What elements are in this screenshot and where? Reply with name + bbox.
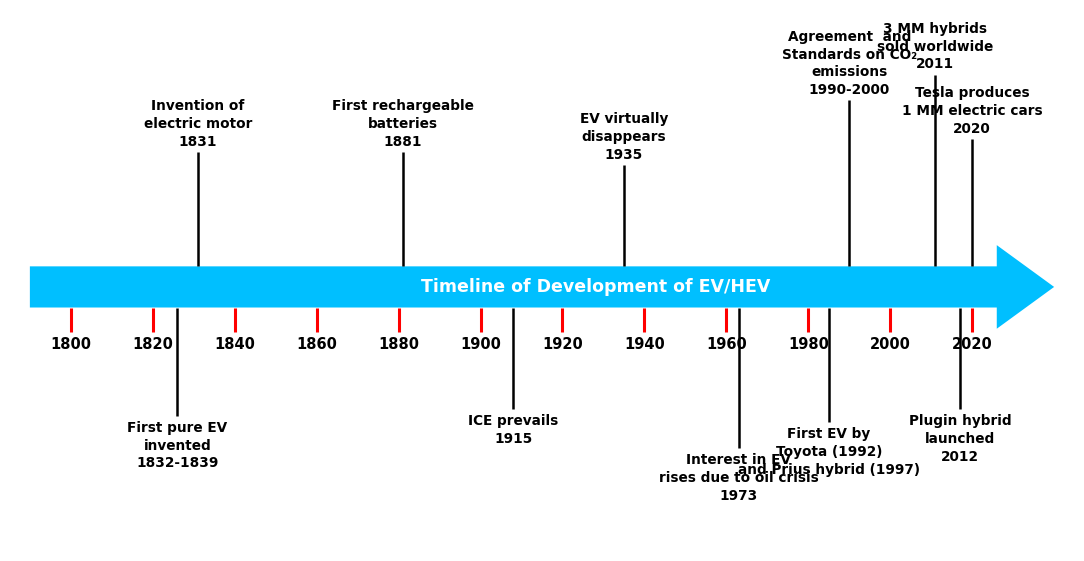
Text: Plugin hybrid
launched
2012: Plugin hybrid launched 2012 bbox=[908, 414, 1011, 464]
Text: 1820: 1820 bbox=[132, 337, 173, 352]
Text: 1920: 1920 bbox=[542, 337, 583, 352]
Text: First EV by
Toyota (1992)
and Prius hybrid (1997): First EV by Toyota (1992) and Prius hybr… bbox=[738, 427, 920, 477]
Text: 1840: 1840 bbox=[215, 337, 255, 352]
Text: First pure EV
invented
1832-1839: First pure EV invented 1832-1839 bbox=[127, 421, 228, 470]
Text: 1900: 1900 bbox=[460, 337, 501, 352]
Text: 3 MM hybrids
sold worldwide
2011: 3 MM hybrids sold worldwide 2011 bbox=[877, 22, 993, 71]
Text: 2000: 2000 bbox=[869, 337, 911, 352]
Polygon shape bbox=[30, 245, 1054, 329]
Text: 1860: 1860 bbox=[296, 337, 337, 352]
Text: Interest in EV
rises due to oil crisis
1973: Interest in EV rises due to oil crisis 1… bbox=[659, 453, 818, 503]
Text: ICE prevails
1915: ICE prevails 1915 bbox=[468, 414, 558, 446]
Text: 1980: 1980 bbox=[788, 337, 829, 352]
Text: 2020: 2020 bbox=[952, 337, 993, 352]
Text: First rechargeable
batteries
1881: First rechargeable batteries 1881 bbox=[332, 99, 474, 149]
Text: 1940: 1940 bbox=[624, 337, 664, 352]
Text: 1800: 1800 bbox=[50, 337, 91, 352]
Text: Agreement  and
Standards on CO₂
emissions
1990-2000: Agreement and Standards on CO₂ emissions… bbox=[782, 30, 917, 97]
Text: 1880: 1880 bbox=[378, 337, 420, 352]
Text: Invention of
electric motor
1831: Invention of electric motor 1831 bbox=[144, 99, 253, 149]
Text: 1960: 1960 bbox=[706, 337, 747, 352]
Text: Timeline of Development of EV/HEV: Timeline of Development of EV/HEV bbox=[421, 278, 770, 296]
Text: EV virtually
disappears
1935: EV virtually disappears 1935 bbox=[580, 112, 668, 162]
Text: Tesla produces
1 MM electric cars
2020: Tesla produces 1 MM electric cars 2020 bbox=[902, 86, 1043, 136]
